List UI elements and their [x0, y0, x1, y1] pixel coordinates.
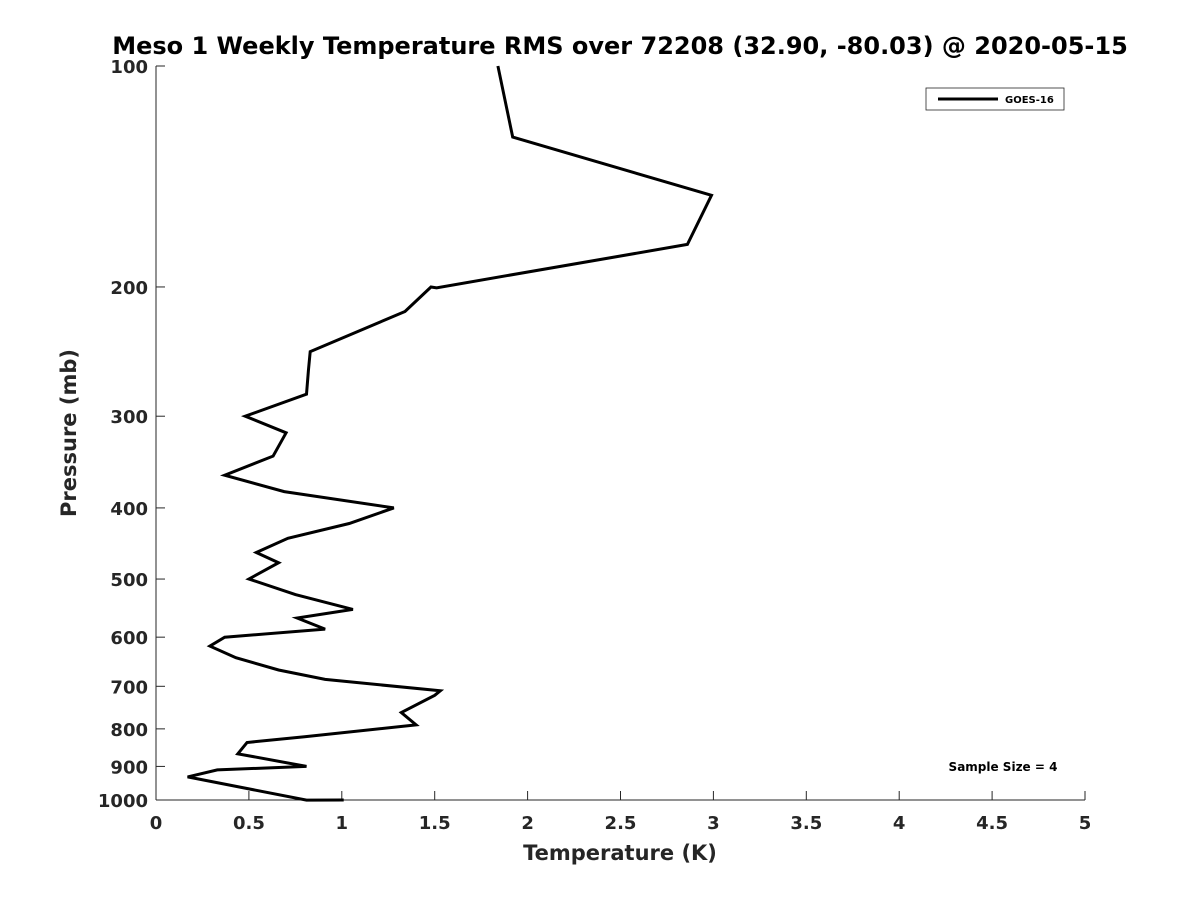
x-ticks: 0 0.5 1 1.5 2 2.5 3 3.5 4 4.5 5	[150, 791, 1092, 834]
y-tick-label: 400	[110, 499, 148, 520]
x-tick-label: 4.5	[976, 813, 1008, 834]
series-layer	[187, 65, 714, 802]
x-tick-label: 3	[707, 813, 720, 834]
y-tick-label: 300	[110, 407, 148, 428]
x-tick-label: 1	[336, 813, 349, 834]
x-tick-label: 0.5	[233, 813, 265, 834]
y-tick-label: 800	[110, 720, 148, 741]
y-tick-label: 100	[110, 57, 148, 78]
y-tick-label: 1000	[98, 791, 148, 812]
x-tick-label: 5	[1079, 813, 1092, 834]
x-tick-label: 2	[521, 813, 534, 834]
y-tick-label: 700	[110, 677, 148, 698]
series-line-goes-16	[187, 65, 714, 802]
x-tick-label: 4	[893, 813, 906, 834]
y-tick-label: 500	[110, 570, 148, 591]
x-tick-label: 0	[150, 813, 163, 834]
x-tick-label: 1.5	[419, 813, 451, 834]
y-tick-label: 600	[110, 628, 148, 649]
y-axis-label: Pressure (mb)	[57, 349, 81, 517]
legend-entry-goes-16: GOES-16	[1005, 95, 1054, 106]
legend: GOES-16	[925, 87, 1065, 111]
x-tick-label: 3.5	[790, 813, 822, 834]
sample-size-annotation: Sample Size = 4	[949, 760, 1058, 774]
x-axis-label: Temperature (K)	[523, 841, 717, 865]
x-tick-label: 2.5	[605, 813, 637, 834]
y-tick-label: 900	[110, 757, 148, 778]
chart-title: Meso 1 Weekly Temperature RMS over 72208…	[112, 32, 1128, 60]
y-tick-label: 200	[110, 278, 148, 299]
y-ticks: 100 200 300 400 500 600 700 800 900 1000	[98, 57, 165, 812]
